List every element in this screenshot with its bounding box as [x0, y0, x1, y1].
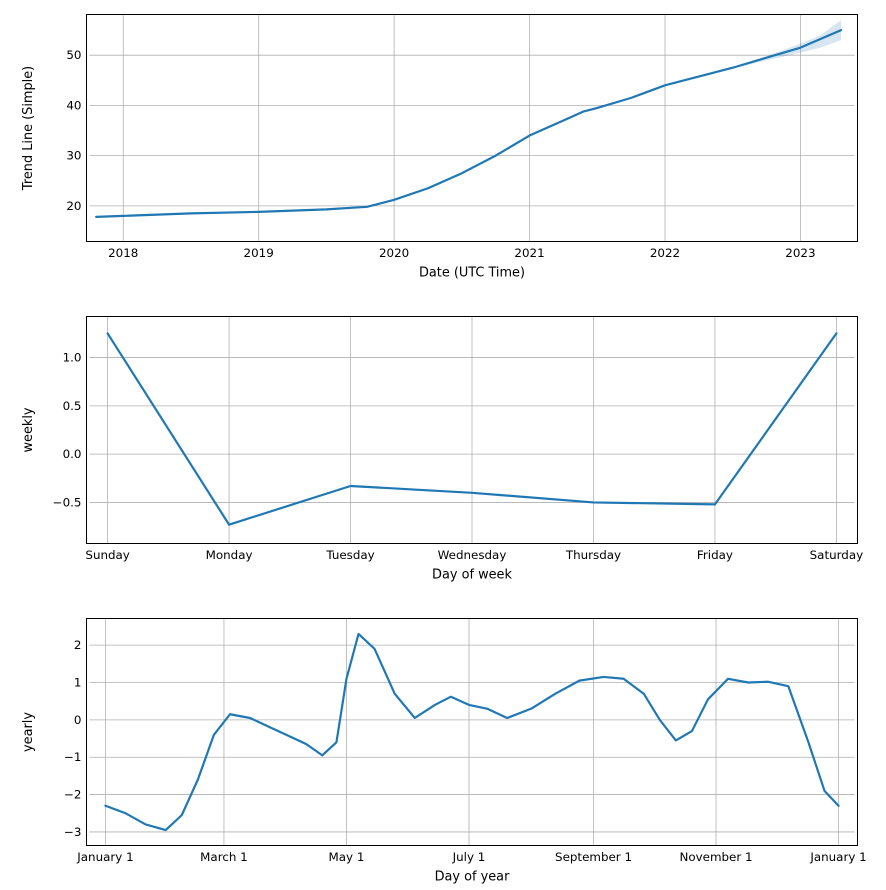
y-tick-label: 1.0 [63, 351, 82, 365]
y-tick-label: 30 [66, 149, 81, 163]
y-tick-label: 0.5 [63, 399, 82, 413]
x-tick-label: Thursday [565, 548, 621, 562]
x-tick-label: 2021 [514, 246, 544, 260]
x-tick-label: January 1 [809, 850, 866, 864]
x-tick-label: Tuesday [325, 548, 374, 562]
y-tick-label: 0 [74, 713, 82, 727]
x-tick-label: Wednesday [438, 548, 507, 562]
weekly-plot-svg: SundayMondayTuesdayWednesdayThursdayFrid… [87, 317, 857, 543]
y-tick-label: −1 [64, 750, 82, 764]
yearly-plot-svg: January 1March 1May 1July 1September 1No… [87, 619, 857, 845]
x-tick-label: Sunday [85, 548, 129, 562]
y-axis-label: Trend Line (Simple) [21, 66, 36, 191]
yearly-panel: January 1March 1May 1July 1September 1No… [86, 618, 858, 846]
x-tick-label: 2022 [650, 246, 680, 260]
x-tick-label: Saturday [810, 548, 864, 562]
x-tick-label: Monday [206, 548, 253, 562]
x-tick-label: 2020 [379, 246, 409, 260]
y-tick-label: 1 [74, 675, 82, 689]
y-axis-label: yearly [21, 712, 36, 752]
x-tick-label: July 1 [452, 850, 486, 864]
x-tick-label: March 1 [200, 850, 248, 864]
x-tick-label: Friday [697, 548, 733, 562]
y-tick-label: 2 [74, 638, 82, 652]
x-tick-label: May 1 [329, 850, 365, 864]
y-tick-label: 50 [66, 48, 81, 62]
x-tick-label: 2019 [244, 246, 274, 260]
y-axis-label: weekly [21, 407, 36, 452]
x-tick-label: 2018 [108, 246, 138, 260]
figure: 20182019202020212022202320304050Trend Li… [0, 0, 886, 890]
x-tick-label: November 1 [679, 850, 752, 864]
y-tick-label: 40 [66, 98, 81, 112]
y-tick-label: 0.0 [63, 447, 82, 461]
trend-plot-svg: 20182019202020212022202320304050Trend Li… [87, 15, 857, 241]
x-tick-label: 2023 [785, 246, 815, 260]
x-axis-label: Date (UTC Time) [419, 266, 525, 281]
x-axis-label: Day of week [432, 568, 512, 583]
trend-panel: 20182019202020212022202320304050Trend Li… [86, 14, 858, 242]
weekly-panel: SundayMondayTuesdayWednesdayThursdayFrid… [86, 316, 858, 544]
y-tick-label: −2 [64, 788, 82, 802]
x-tick-label: January 1 [76, 850, 133, 864]
y-tick-label: 20 [66, 199, 81, 213]
x-tick-label: September 1 [555, 850, 632, 864]
x-axis-label: Day of year [435, 870, 510, 885]
y-tick-label: −0.5 [53, 495, 82, 509]
y-tick-label: −3 [64, 825, 82, 839]
